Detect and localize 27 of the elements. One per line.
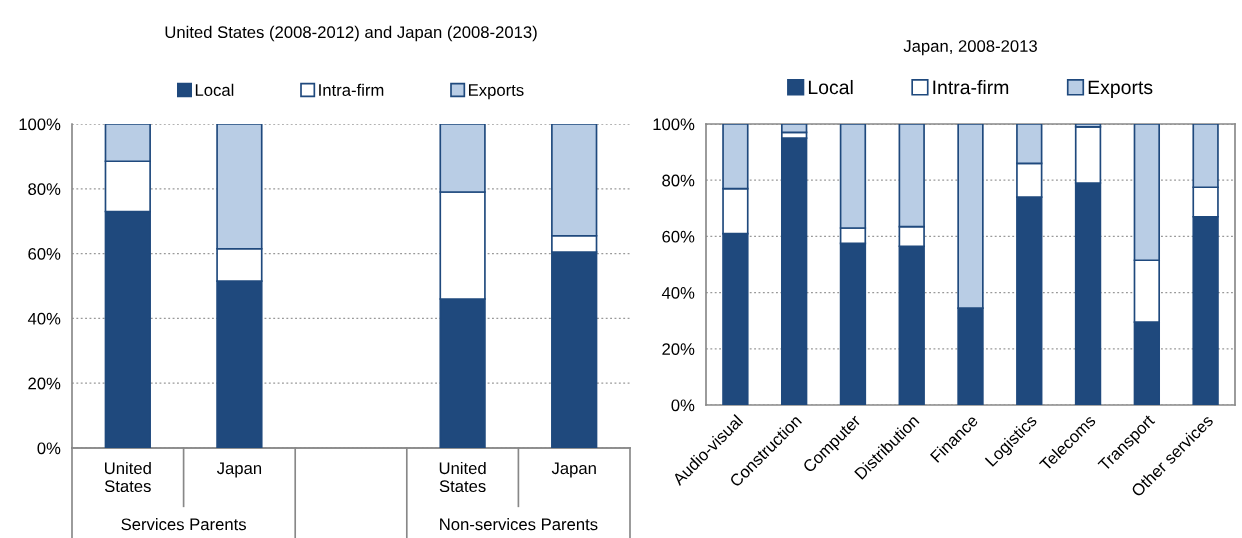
x-tick-label: Japan: [551, 462, 596, 478]
legend-label: Local: [195, 83, 234, 96]
y-tick-label: 60%: [662, 230, 695, 243]
y-tick-label: 40%: [661, 287, 695, 299]
legend-label: Local: [808, 79, 853, 95]
legend-label: Exports: [1088, 80, 1153, 99]
x-tick-label: United States: [104, 461, 151, 493]
chart-title: Japan, 2008-2013: [903, 40, 1037, 56]
y-tick-label: 0%: [37, 442, 61, 455]
text: Non-services Parents: [440, 517, 598, 531]
y-tick-label: 100%: [653, 118, 695, 131]
y-tick-label: 80%: [28, 183, 61, 195]
y-tick-label: 60%: [28, 248, 61, 260]
y-tick-label: 100%: [19, 118, 61, 131]
y-tick-label: 0%: [671, 399, 695, 412]
x-tick-label: Japan: [216, 462, 262, 478]
bar: [780, 137, 808, 405]
chart-title: United States (2008-2012) and Japan (2008-2013): [165, 25, 537, 42]
legend-label: Intra-firm: [319, 83, 384, 96]
legend-label: Exports: [469, 84, 524, 100]
y-tick-label: 20%: [28, 377, 61, 390]
y-tick-label: 20%: [662, 343, 695, 355]
y-tick-label: 80%: [662, 174, 695, 187]
x-tick-label: United States: [439, 461, 486, 493]
legend-label: Intra-firm: [933, 79, 1009, 95]
y-tick-label: 40%: [27, 312, 61, 325]
text: Services Parents: [121, 517, 246, 531]
